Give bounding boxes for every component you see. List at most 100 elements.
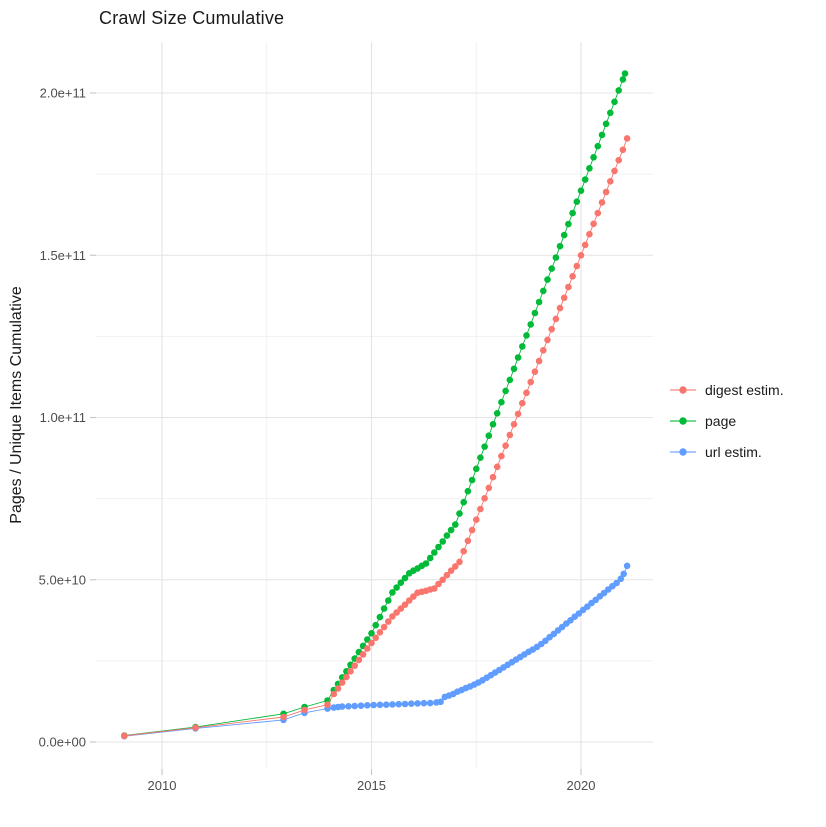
legend-label: page <box>705 413 737 429</box>
data-point <box>493 463 501 471</box>
data-point <box>401 700 409 708</box>
data-point <box>395 700 403 708</box>
data-point <box>435 543 442 551</box>
data-point <box>514 410 522 418</box>
x-tick-label: 2020 <box>567 778 596 793</box>
data-point <box>552 254 560 261</box>
data-point <box>611 98 618 106</box>
data-point <box>519 343 526 350</box>
data-point <box>548 325 555 333</box>
data-point <box>531 368 539 376</box>
data-point <box>330 690 338 698</box>
data-point <box>594 142 602 150</box>
data-point <box>569 273 576 280</box>
data-point <box>544 276 551 283</box>
data-point <box>506 431 514 439</box>
data-point <box>617 575 625 583</box>
data-point <box>621 70 629 77</box>
data-point <box>408 700 415 707</box>
data-point <box>464 487 472 495</box>
data-point <box>577 252 585 259</box>
legend: digest estim. page url estim. <box>668 379 784 463</box>
data-point <box>372 634 380 642</box>
data-point <box>397 605 405 612</box>
data-point <box>602 120 610 128</box>
data-point <box>523 332 530 339</box>
data-point <box>420 699 428 707</box>
data-point <box>607 109 614 117</box>
data-point <box>590 154 597 161</box>
legend-label: url estim. <box>705 444 762 460</box>
legend-key-icon <box>670 448 696 456</box>
data-point <box>489 421 497 428</box>
data-point <box>560 294 568 302</box>
data-point <box>540 287 547 295</box>
data-point <box>426 554 434 562</box>
data-point <box>489 473 497 481</box>
data-point <box>535 357 543 365</box>
data-point <box>620 570 627 578</box>
chart-title: Crawl Size Cumulative <box>99 8 285 28</box>
data-point <box>613 579 620 587</box>
data-point <box>460 547 468 555</box>
data-point <box>359 651 367 658</box>
data-point <box>510 421 518 428</box>
data-point <box>477 505 484 513</box>
data-point <box>556 242 564 250</box>
data-point <box>401 601 409 608</box>
data-point <box>485 432 493 440</box>
data-series <box>121 70 631 740</box>
data-point <box>280 713 287 721</box>
data-point <box>301 706 308 714</box>
data-point <box>431 585 438 592</box>
legend-item-url-estim: url estim. <box>668 441 784 463</box>
data-point <box>452 521 459 528</box>
data-point <box>544 336 551 344</box>
data-point <box>370 701 377 709</box>
data-point <box>437 698 444 706</box>
axis-tick-marks <box>90 92 582 775</box>
y-tick-label: 1.5e+11 <box>40 248 86 263</box>
legend-key-dot <box>679 386 687 394</box>
data-point <box>452 563 459 570</box>
data-point <box>502 442 509 450</box>
data-point <box>481 443 488 451</box>
data-point <box>493 410 501 417</box>
data-point <box>623 135 631 142</box>
data-point <box>368 630 375 637</box>
data-point <box>519 399 526 407</box>
legend-label: digest estim. <box>705 382 784 398</box>
data-point <box>380 623 388 631</box>
data-point <box>443 571 451 579</box>
data-point <box>376 701 384 709</box>
data-point <box>380 605 388 612</box>
data-point <box>619 146 627 154</box>
data-point <box>338 703 346 710</box>
data-point <box>502 387 509 395</box>
data-point <box>385 618 392 625</box>
data-point <box>389 701 396 708</box>
data-point <box>382 701 390 708</box>
data-point <box>619 76 627 83</box>
data-point <box>447 567 455 574</box>
gridlines-minor <box>96 42 653 769</box>
series-digest-estim <box>121 135 631 740</box>
data-point <box>535 298 543 306</box>
data-point <box>565 220 572 228</box>
data-point <box>473 516 480 523</box>
data-point <box>586 230 593 238</box>
data-point <box>334 685 342 692</box>
data-point <box>607 178 614 185</box>
data-point <box>422 560 430 567</box>
data-point <box>573 198 581 205</box>
data-point <box>389 589 396 596</box>
data-point <box>569 209 576 217</box>
data-point <box>376 629 384 636</box>
data-point <box>410 593 417 600</box>
data-point <box>594 209 602 217</box>
x-tick-label: 2015 <box>357 778 386 793</box>
data-point <box>357 702 365 709</box>
data-point <box>376 613 384 621</box>
data-point <box>192 724 199 731</box>
